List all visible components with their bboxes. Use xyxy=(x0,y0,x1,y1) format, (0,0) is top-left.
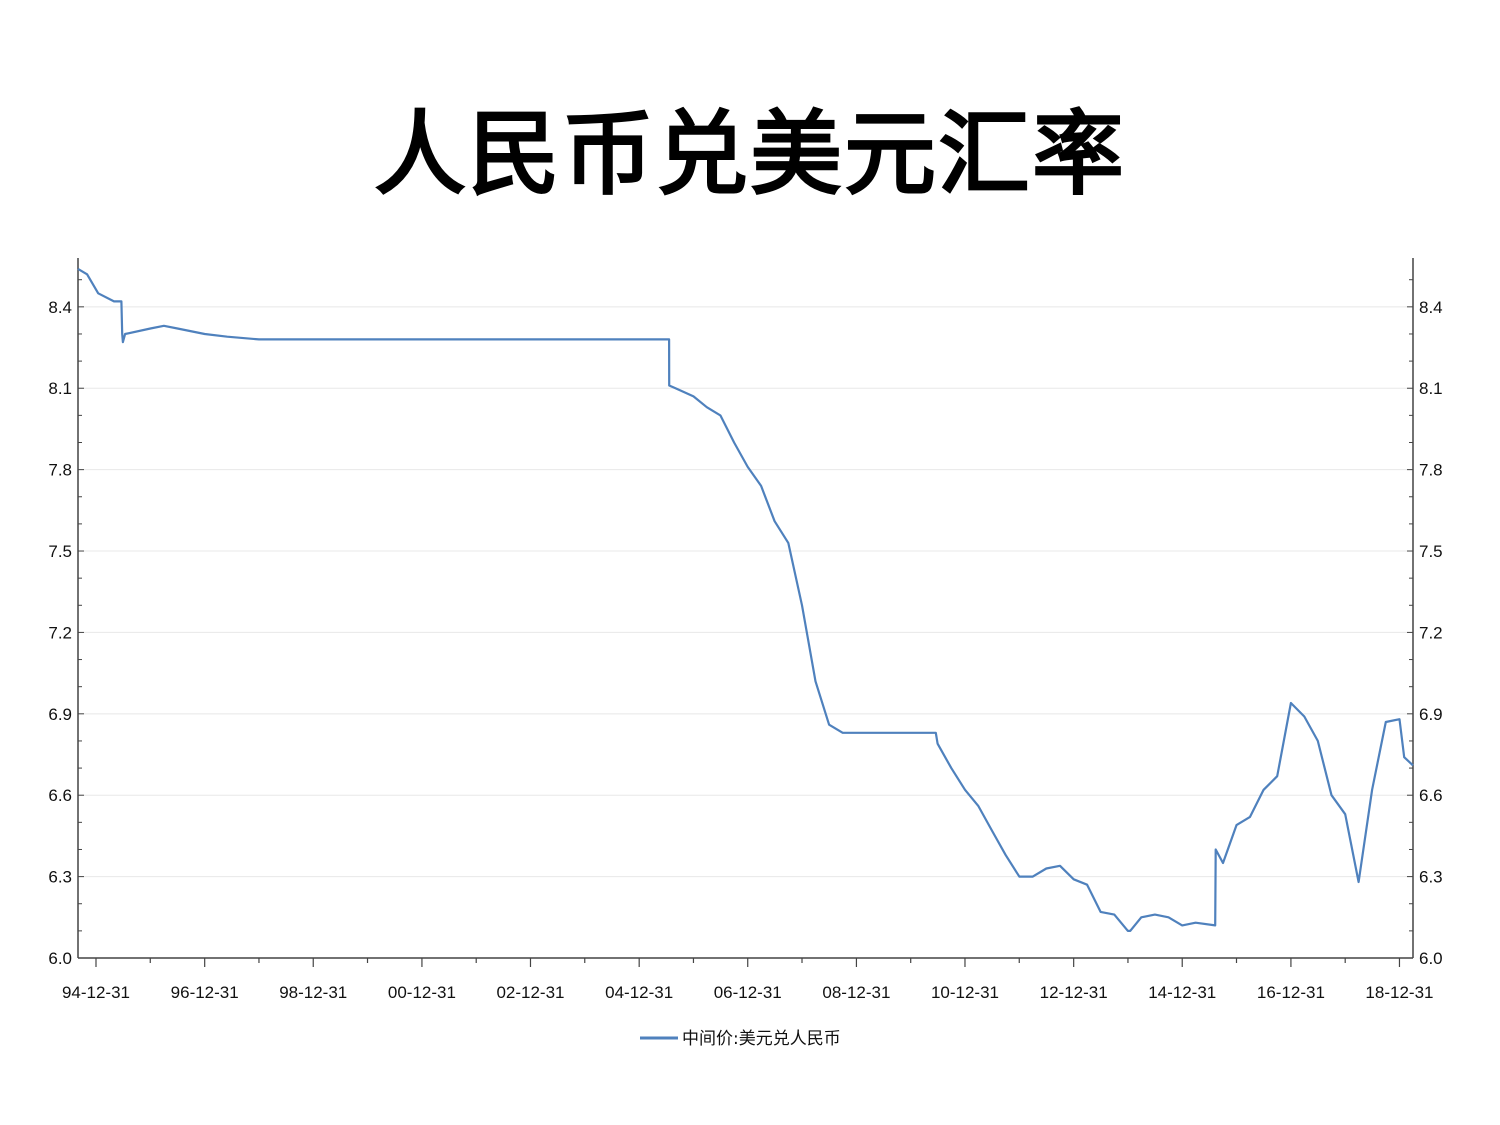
y-tick-label-right: 8.4 xyxy=(1419,298,1443,317)
x-tick-label: 06-12-31 xyxy=(714,983,782,1002)
y-tick-label-left: 6.6 xyxy=(48,786,72,805)
x-tick-label: 08-12-31 xyxy=(822,983,890,1002)
x-tick-label: 04-12-31 xyxy=(605,983,673,1002)
axes xyxy=(77,258,1414,967)
x-tick-label: 94-12-31 xyxy=(62,983,130,1002)
x-tick-label: 00-12-31 xyxy=(388,983,456,1002)
y-tick-label-left: 6.0 xyxy=(48,949,72,968)
y-tick-label-right: 6.3 xyxy=(1419,868,1443,887)
y-tick-label-left: 8.4 xyxy=(48,298,72,317)
y-tick-label-right: 7.5 xyxy=(1419,542,1443,561)
y-tick-label-right: 6.9 xyxy=(1419,705,1443,724)
y-tick-label-right: 6.6 xyxy=(1419,786,1443,805)
x-tick-label: 16-12-31 xyxy=(1257,983,1325,1002)
x-tick-label: 14-12-31 xyxy=(1148,983,1216,1002)
grid-lines xyxy=(78,306,1413,878)
legend: 中间价:美元兑人民币 xyxy=(640,1029,841,1049)
y-tick-label-left: 7.8 xyxy=(48,461,72,480)
series-line xyxy=(77,267,1414,932)
x-tick-label: 02-12-31 xyxy=(496,983,564,1002)
y-tick-label-right: 7.8 xyxy=(1419,461,1443,480)
y-tick-label-left: 6.9 xyxy=(48,705,72,724)
x-tick-label: 10-12-31 xyxy=(931,983,999,1002)
y-tick-label-right: 6.0 xyxy=(1419,949,1443,968)
y-tick-label-left: 7.2 xyxy=(48,623,72,642)
y-tick-label-left: 6.3 xyxy=(48,868,72,887)
x-tick-label: 96-12-31 xyxy=(171,983,239,1002)
legend-label: 中间价:美元兑人民币 xyxy=(682,1029,841,1049)
x-tick-label: 12-12-31 xyxy=(1040,983,1108,1002)
y-tick-label-left: 8.1 xyxy=(48,379,72,398)
series-layer xyxy=(77,267,1414,932)
x-tick-label: 18-12-31 xyxy=(1365,983,1433,1002)
page-title: 人民币兑美元汇率 xyxy=(373,100,1126,208)
tick-labels: 6.0 6.0 6.3 6.3 6.6 6.6 6.9 6.9 7.2 7.2 7.5 7.5 7.8 7… xyxy=(48,298,1442,1002)
y-tick-label-right: 8.1 xyxy=(1419,379,1443,398)
y-tick-label-right: 7.2 xyxy=(1419,623,1443,642)
y-tick-label-left: 7.5 xyxy=(48,542,72,561)
x-tick-label: 98-12-31 xyxy=(279,983,347,1002)
